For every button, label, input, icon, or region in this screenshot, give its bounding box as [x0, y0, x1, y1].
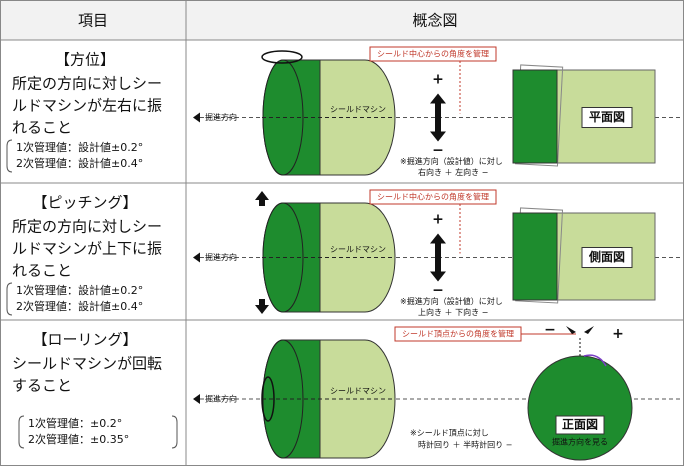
view-front — [512, 69, 558, 164]
bracket — [18, 415, 25, 449]
bracket — [6, 282, 13, 316]
row-title: 【方位】 — [55, 51, 115, 69]
machine-label: シールドマシン — [330, 245, 386, 254]
direction-label: 掘進方向 — [205, 112, 237, 122]
row-description: 所定の方向に対しシー — [12, 218, 162, 236]
down-arrow — [255, 299, 269, 314]
bracket — [171, 415, 178, 449]
note: ※掘進方向（設計値）に対し — [400, 156, 503, 166]
header-item: 項目 — [78, 12, 108, 30]
note: ※シールド頂点に対し — [410, 428, 489, 438]
management-value: 1次管理値：±0.2° — [28, 416, 122, 430]
note: 上向き ＋ 下向き − — [418, 307, 488, 317]
row-description: シールドマシンが回転 — [12, 355, 162, 373]
machine-body — [319, 202, 396, 313]
management-value: 2次管理値：設計値±0.4° — [16, 156, 143, 170]
direction-arrow — [193, 252, 200, 263]
view-label-box — [555, 415, 605, 435]
minus-sign: − — [432, 283, 444, 299]
management-value: 1次管理値：設計値±0.2° — [16, 283, 143, 297]
view-label-box — [581, 247, 633, 268]
header-row — [1, 1, 683, 40]
note: 時計回り ＋ 半時計回り − — [418, 440, 512, 450]
up-down-arrow — [430, 233, 446, 282]
management-value: 1次管理値：設計値±0.2° — [16, 140, 143, 154]
header-concept: 概念図 — [412, 12, 457, 30]
direction-label: 掘進方向 — [205, 394, 237, 404]
direction-arrow — [193, 112, 200, 123]
machine-body — [319, 339, 396, 459]
note: ※掘進方向（設計値）に対し — [400, 296, 503, 306]
callout-text: シールド頂点からの角度を管理 — [402, 329, 514, 339]
machine-label: シールドマシン — [330, 105, 386, 114]
callout-text: シールド中心からの角度を管理 — [377, 192, 489, 202]
rotation-mark — [261, 50, 303, 64]
row-description: ルドマシンが左右に振 — [12, 97, 162, 115]
management-value: 2次管理値：±0.35° — [28, 432, 129, 446]
plus-sign: + — [432, 72, 444, 88]
row-description: すること — [12, 377, 72, 395]
plus-sign: + — [612, 326, 624, 342]
row-title: 【ローリング】 — [32, 331, 137, 349]
left-arrow — [566, 326, 576, 334]
view-label: 正面図 — [562, 418, 598, 432]
note: 右向き ＋ 左向き − — [418, 167, 488, 177]
direction-arrow — [193, 394, 200, 404]
view-front — [512, 212, 558, 301]
direction-label: 掘進方向 — [205, 252, 237, 262]
row-description: ルドマシンが上下に振 — [12, 240, 162, 258]
row-description: れること — [12, 119, 72, 137]
machine-body — [319, 59, 396, 176]
management-value: 2次管理値：設計値±0.4° — [16, 299, 143, 313]
view-label-box — [581, 107, 633, 128]
callout-text: シールド中心からの角度を管理 — [377, 49, 489, 59]
minus-sign: − — [432, 143, 444, 159]
minus-sign: − — [544, 322, 556, 338]
callout-box — [369, 189, 497, 205]
view-label: 側面図 — [588, 249, 625, 264]
rotation-arc — [583, 354, 607, 367]
row-title: 【ピッチング】 — [32, 194, 137, 212]
callout-box — [369, 46, 497, 62]
up-arrow — [255, 191, 269, 206]
rotation-mark — [261, 376, 275, 422]
machine-label: シールドマシン — [330, 387, 386, 396]
plus-sign: + — [432, 212, 444, 228]
row-description: れること — [12, 262, 72, 280]
up-down-arrow — [430, 93, 446, 142]
view-sublabel: 掘進方向を見る — [552, 437, 608, 447]
right-arrow — [584, 326, 594, 334]
row-description: 所定の方向に対しシー — [12, 75, 162, 93]
bracket — [6, 139, 13, 173]
view-label: 平面図 — [589, 110, 625, 124]
